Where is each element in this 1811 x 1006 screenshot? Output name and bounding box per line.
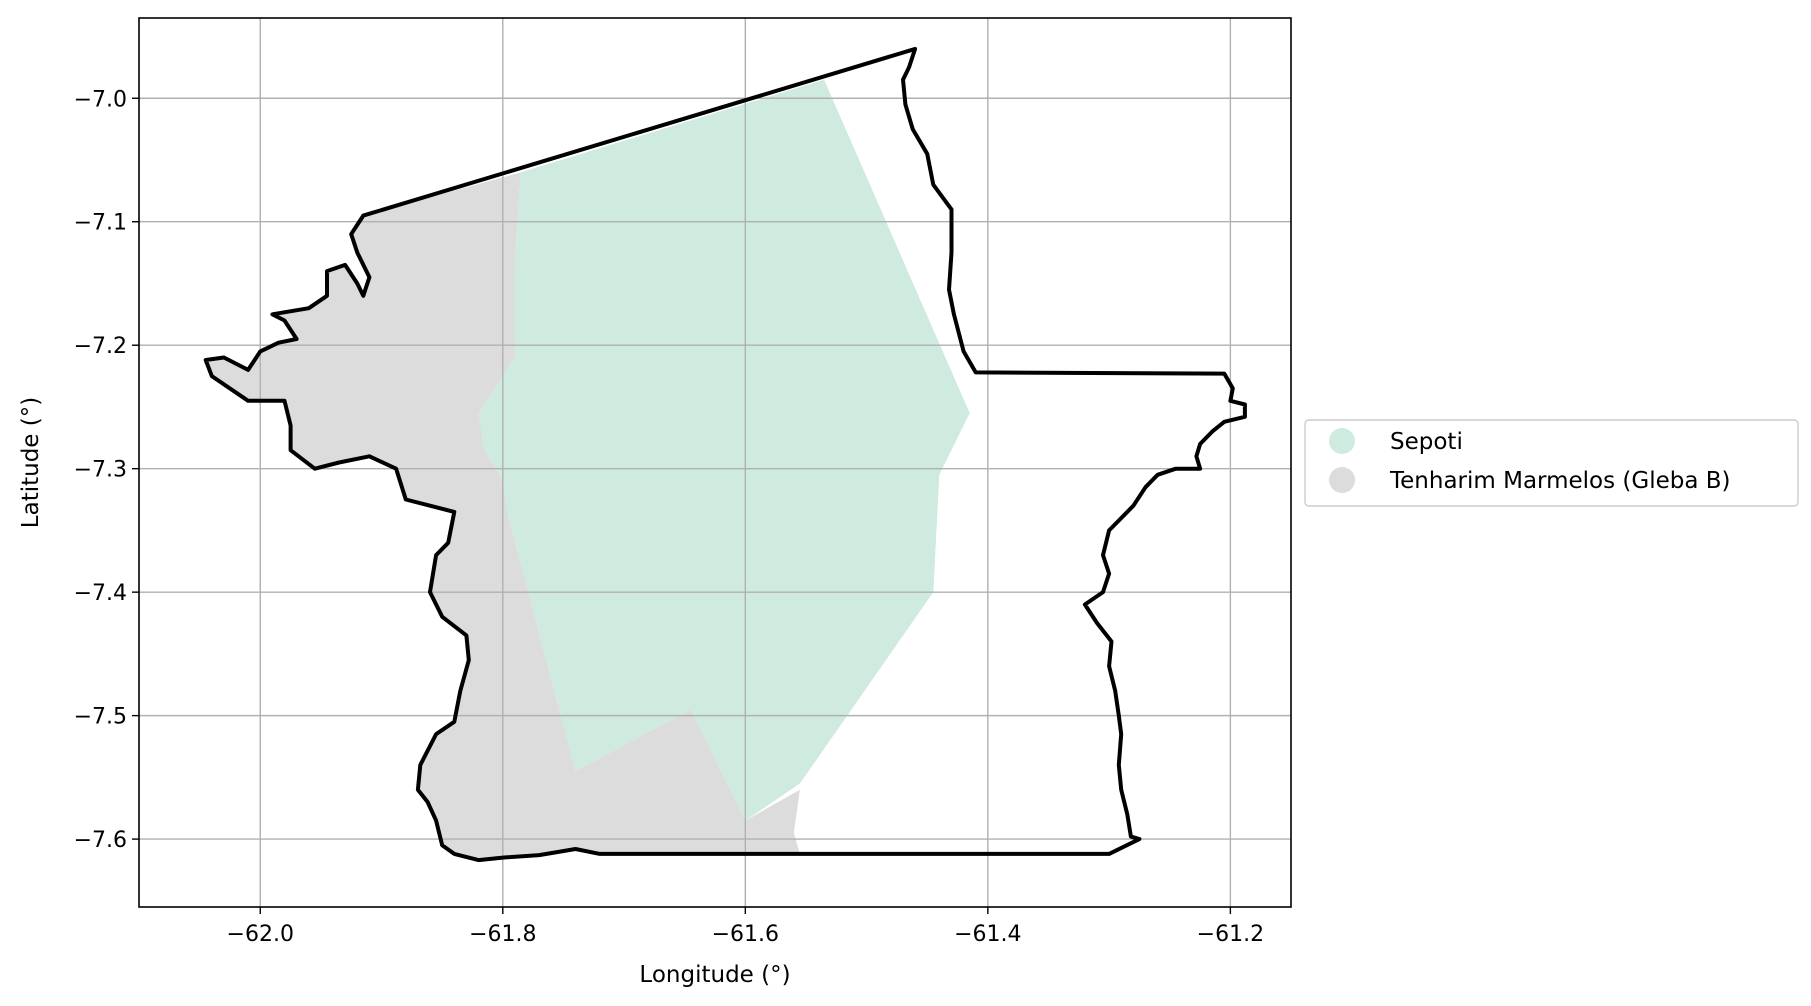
legend: Sepoti Tenharim Marmelos (Gleba B) [1304,419,1799,507]
boundary-outline [203,46,1247,863]
grid-lines [139,18,1291,907]
x-tick-label: −62.0 [227,922,294,947]
legend-box [1304,419,1799,507]
plot-frame [138,17,1292,908]
y-tick-label: −7.4 [74,581,127,606]
region-sepoti [478,79,970,821]
y-tick-label: −7.1 [74,211,127,236]
legend-label: Sepoti [1390,429,1463,455]
regions-layer [205,79,970,861]
legend-marker [1329,428,1355,454]
y-axis-title: Latitude (°) [18,397,44,528]
legend-marker [1329,467,1355,493]
x-tick-label: −61.8 [469,922,536,947]
axis-ticks [132,97,1232,914]
y-tick-label: −7.5 [74,705,127,730]
tick-labels: −62.0 −61.8 −61.6 −61.4 −61.2 −7.0 −7.1 −7.2 −7.… [74,87,1265,947]
legend-label: Tenharim Marmelos (Gleba B) [1389,468,1731,494]
x-tick-label: −61.4 [954,922,1021,947]
y-tick-label: −7.3 [74,458,127,483]
y-tick-label: −7.0 [74,87,127,112]
y-tick-label: −7.6 [74,828,127,853]
outline-layer [203,46,1247,863]
x-axis-title: Longitude (°) [639,962,790,988]
x-tick-label: −61.2 [1197,922,1264,947]
y-tick-label: −7.2 [74,334,127,359]
x-tick-label: −61.6 [712,922,779,947]
